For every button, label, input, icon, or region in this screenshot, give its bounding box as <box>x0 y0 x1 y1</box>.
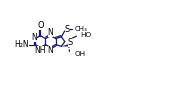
Text: CH₃: CH₃ <box>74 26 87 32</box>
Text: NH: NH <box>35 46 46 55</box>
Polygon shape <box>61 44 69 47</box>
Text: N: N <box>48 28 54 37</box>
Text: S: S <box>65 25 70 34</box>
Text: OH: OH <box>75 51 86 57</box>
Text: N: N <box>31 33 37 42</box>
Text: N: N <box>48 46 54 55</box>
Text: HO: HO <box>80 32 91 38</box>
Text: O: O <box>37 21 44 30</box>
Text: S: S <box>68 38 73 47</box>
Text: H₂N: H₂N <box>14 40 29 49</box>
